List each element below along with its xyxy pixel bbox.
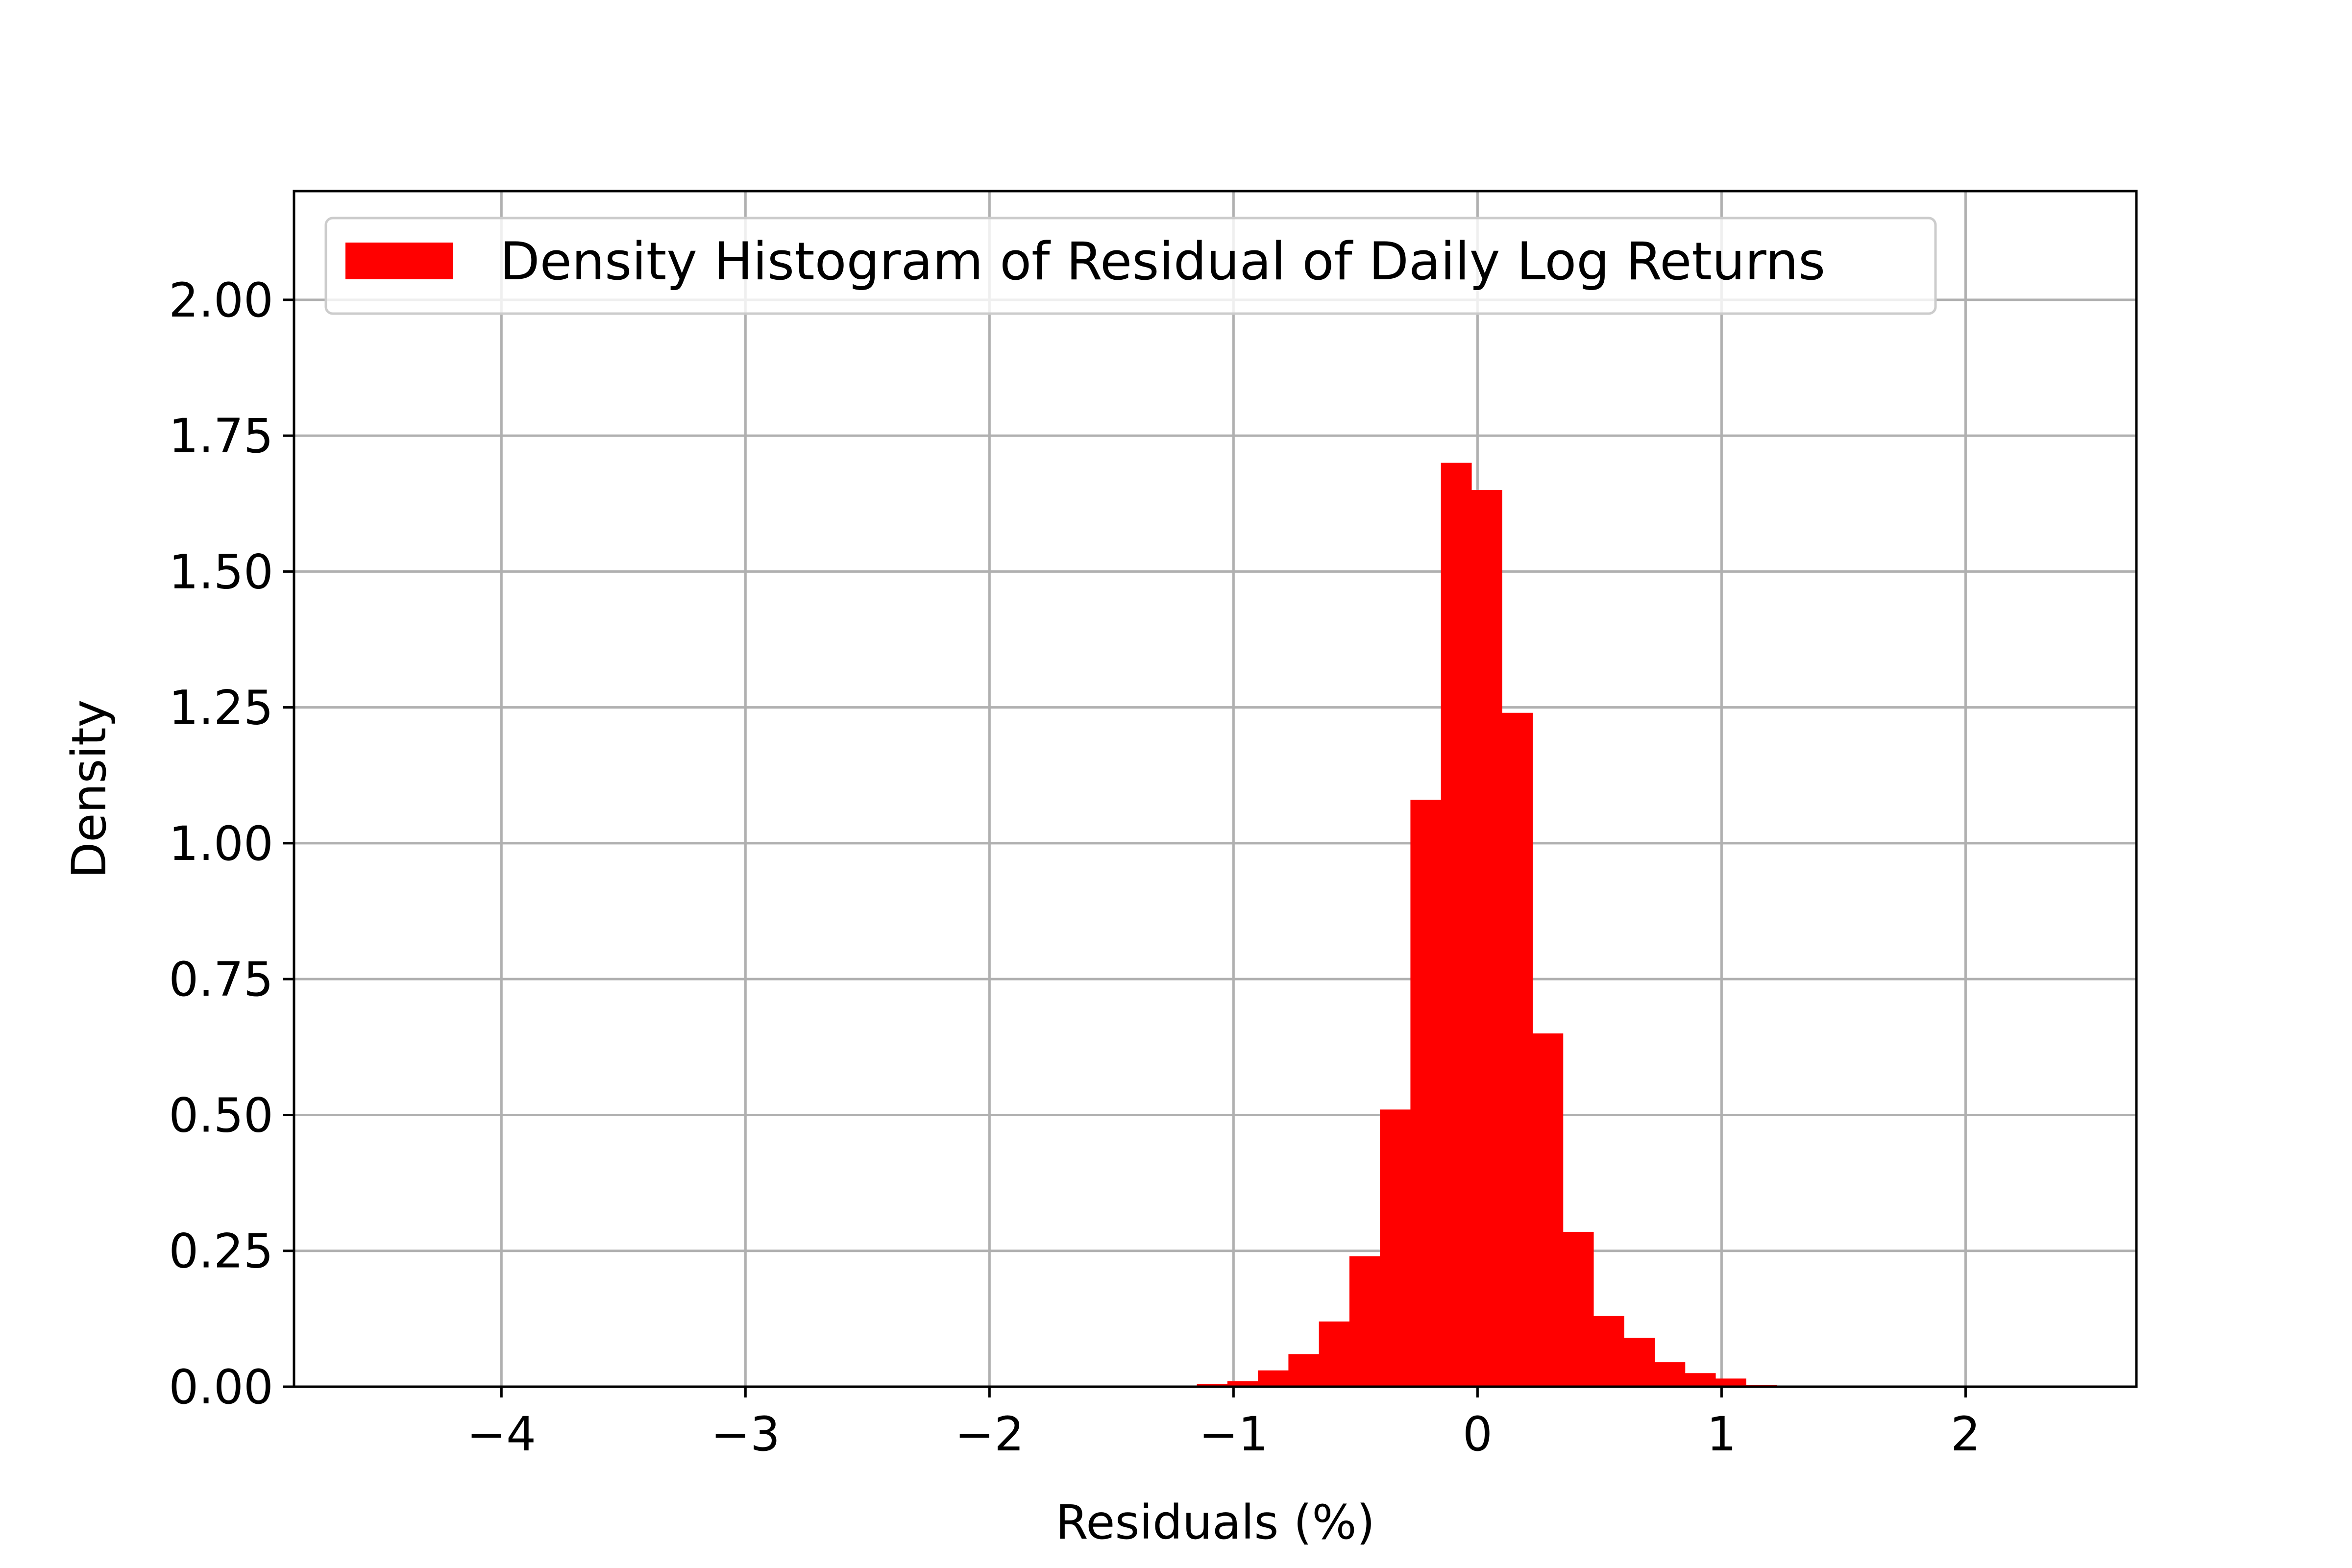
histogram-bar: [1502, 712, 1533, 1387]
histogram-bar: [1258, 1370, 1289, 1387]
x-tick-label: 2: [1951, 1407, 1981, 1462]
y-tick-label: 0.00: [169, 1360, 273, 1415]
histogram-bar: [1319, 1321, 1350, 1387]
axis-ticks: −4 −3 −2 −1 0 1 2 0.00 0.25 0.50 0.75 1.00 1.25 1.50 1…: [169, 273, 1981, 1462]
y-tick-label: 0.25: [169, 1224, 273, 1279]
histogram-bar: [1197, 1384, 1228, 1387]
x-tick-label: −4: [467, 1407, 537, 1462]
x-tick-label: 1: [1707, 1407, 1737, 1462]
x-axis-label: Residuals (%): [1055, 1495, 1375, 1550]
y-axis-label: Density: [62, 700, 117, 879]
histogram-bar: [1624, 1338, 1655, 1387]
histogram-bar: [1227, 1381, 1258, 1387]
histogram-bar: [1715, 1378, 1746, 1387]
y-tick-label: 1.00: [169, 816, 273, 871]
y-tick-label: 0.75: [169, 952, 273, 1007]
x-tick-label: 0: [1463, 1407, 1493, 1462]
plot-area-frame: [293, 190, 2138, 1388]
histogram-bar: [1441, 463, 1472, 1387]
legend-label: Density Histogram of Residual of Daily L…: [500, 231, 1825, 292]
histogram-bar: [1532, 1033, 1564, 1387]
histogram-bar: [1685, 1373, 1716, 1387]
histogram-bar: [1349, 1256, 1380, 1387]
x-tick-label: −1: [1199, 1407, 1269, 1462]
x-tick-label: −2: [955, 1407, 1025, 1462]
y-tick-label: 1.75: [169, 409, 273, 464]
y-tick-label: 1.25: [169, 681, 273, 735]
y-tick-label: 1.50: [169, 544, 273, 599]
legend: Density Histogram of Residual of Daily L…: [324, 217, 1937, 315]
histogram-bars: [1197, 463, 1808, 1387]
x-tick-label: −3: [711, 1407, 781, 1462]
y-tick-label: 2.00: [169, 273, 273, 328]
histogram-bar: [1288, 1354, 1320, 1387]
histogram-bar: [1563, 1231, 1594, 1387]
histogram-bar: [1410, 800, 1442, 1387]
histogram-bar: [1471, 490, 1502, 1387]
histogram-bar: [1380, 1109, 1411, 1387]
histogram-bar: [1593, 1316, 1624, 1387]
legend-swatch: [345, 243, 453, 279]
y-tick-label: 0.50: [169, 1088, 273, 1143]
histogram-bar: [1654, 1362, 1686, 1387]
legend-box: [324, 217, 1937, 315]
